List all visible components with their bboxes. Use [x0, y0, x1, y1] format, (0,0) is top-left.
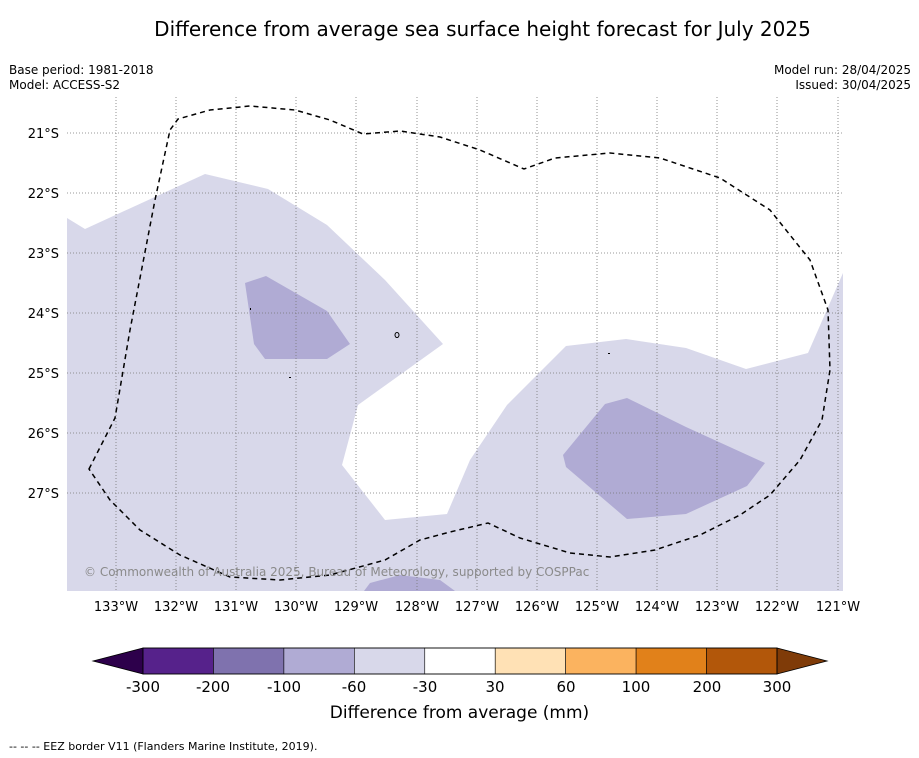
lon-label: 130°W — [274, 600, 318, 615]
lon-label: 127°W — [455, 600, 499, 615]
colorbar-title: Difference from average (mm) — [329, 703, 590, 723]
colorbar-over-extension — [776, 647, 829, 675]
colorbar-tick-label: -200 — [196, 678, 230, 696]
lon-label: 125°W — [575, 600, 619, 615]
lon-label: 126°W — [515, 600, 559, 615]
lat-label: 22°S — [28, 187, 59, 202]
colorbar-tick-label: 200 — [693, 678, 722, 696]
colorbar-tick-label: -300 — [126, 678, 160, 696]
meta-right: Model run: 28/04/2025 Issued: 30/04/2025 — [774, 63, 911, 93]
lon-label: 128°W — [395, 600, 439, 615]
lat-label: 21°S — [28, 127, 59, 142]
latitude-labels: 21°S 22°S 23°S 24°S 25°S 26°S 27°S — [28, 127, 59, 502]
eez-border — [88, 105, 831, 581]
gridlines — [67, 97, 843, 591]
lat-label: 27°S — [28, 487, 59, 502]
lat-label: 26°S — [28, 427, 59, 442]
anomaly-region-medium-west — [245, 276, 350, 359]
contour-speck — [394, 332, 400, 338]
lon-label: 122°W — [755, 600, 799, 615]
lon-label: 121°W — [816, 600, 860, 615]
lon-label: 124°W — [635, 600, 679, 615]
longitude-labels: 133°W 132°W 131°W 130°W 129°W 128°W 127°… — [94, 600, 860, 615]
contour-speck — [608, 353, 610, 354]
lon-label: 132°W — [154, 600, 198, 615]
contour-speck — [250, 308, 251, 310]
lon-label: 123°W — [695, 600, 739, 615]
lat-label: 25°S — [28, 367, 59, 382]
lon-label: 133°W — [94, 600, 138, 615]
lon-label: 129°W — [334, 600, 378, 615]
colorbar-segment — [142, 647, 214, 675]
anomaly-region-medium-east — [563, 398, 765, 519]
issued-date: Issued: 30/04/2025 — [795, 78, 911, 92]
colorbar-tick-label: 100 — [622, 678, 651, 696]
contour-speck — [289, 377, 291, 378]
colorbar-tick-label: 30 — [485, 678, 504, 696]
anomaly-region-medium-south — [364, 575, 455, 591]
colorbar-segment — [565, 647, 637, 675]
colorbar-under-extension — [91, 647, 144, 675]
colorbar-outline — [142, 647, 778, 675]
colorbar-tick-label: 300 — [763, 678, 792, 696]
colorbar-segment — [283, 647, 355, 675]
colorbar-segment — [424, 647, 496, 675]
colorbar-tick-label: 60 — [556, 678, 575, 696]
colorbar-tick-label: -30 — [413, 678, 438, 696]
copyright-notice: © Commonwealth of Australia 2025, Bureau… — [84, 565, 590, 579]
colorbar-tick-label: -60 — [342, 678, 367, 696]
map-title: Difference from average sea surface heig… — [154, 17, 811, 41]
colorbar-segment — [494, 647, 566, 675]
colorbar-segment — [635, 647, 707, 675]
eez-footnote: -- -- -- EEZ border V11 (Flanders Marine… — [9, 740, 318, 753]
model-run: Model run: 28/04/2025 — [773, 63, 911, 77]
lat-label: 23°S — [28, 247, 59, 262]
meta-left: Base period: 1981-2018 Model: ACCESS-S2 — [9, 63, 154, 93]
base-period: Base period: 1981-2018 — [9, 63, 154, 77]
lon-label: 131°W — [214, 600, 258, 615]
colorbar-segment — [354, 647, 426, 675]
colorbar-tick-label: -100 — [267, 678, 301, 696]
colorbar: -300 -200 -100 -60 -30 30 60 100 200 300 — [91, 647, 829, 696]
lat-label: 24°S — [28, 307, 59, 322]
colorbar-segment — [706, 647, 778, 675]
colorbar-segment — [213, 647, 285, 675]
model-name: Model: ACCESS-S2 — [9, 78, 121, 92]
